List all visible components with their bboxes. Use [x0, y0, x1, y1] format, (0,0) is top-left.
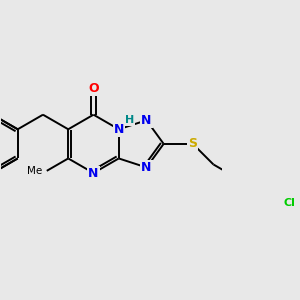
Text: Me: Me — [27, 166, 42, 176]
Text: S: S — [188, 137, 197, 150]
Text: N: N — [114, 123, 124, 136]
Text: N: N — [88, 167, 99, 179]
Text: H: H — [125, 115, 134, 125]
Text: O: O — [88, 82, 99, 95]
Text: Cl: Cl — [283, 198, 295, 208]
Text: N: N — [141, 161, 152, 174]
Text: N: N — [141, 114, 152, 127]
